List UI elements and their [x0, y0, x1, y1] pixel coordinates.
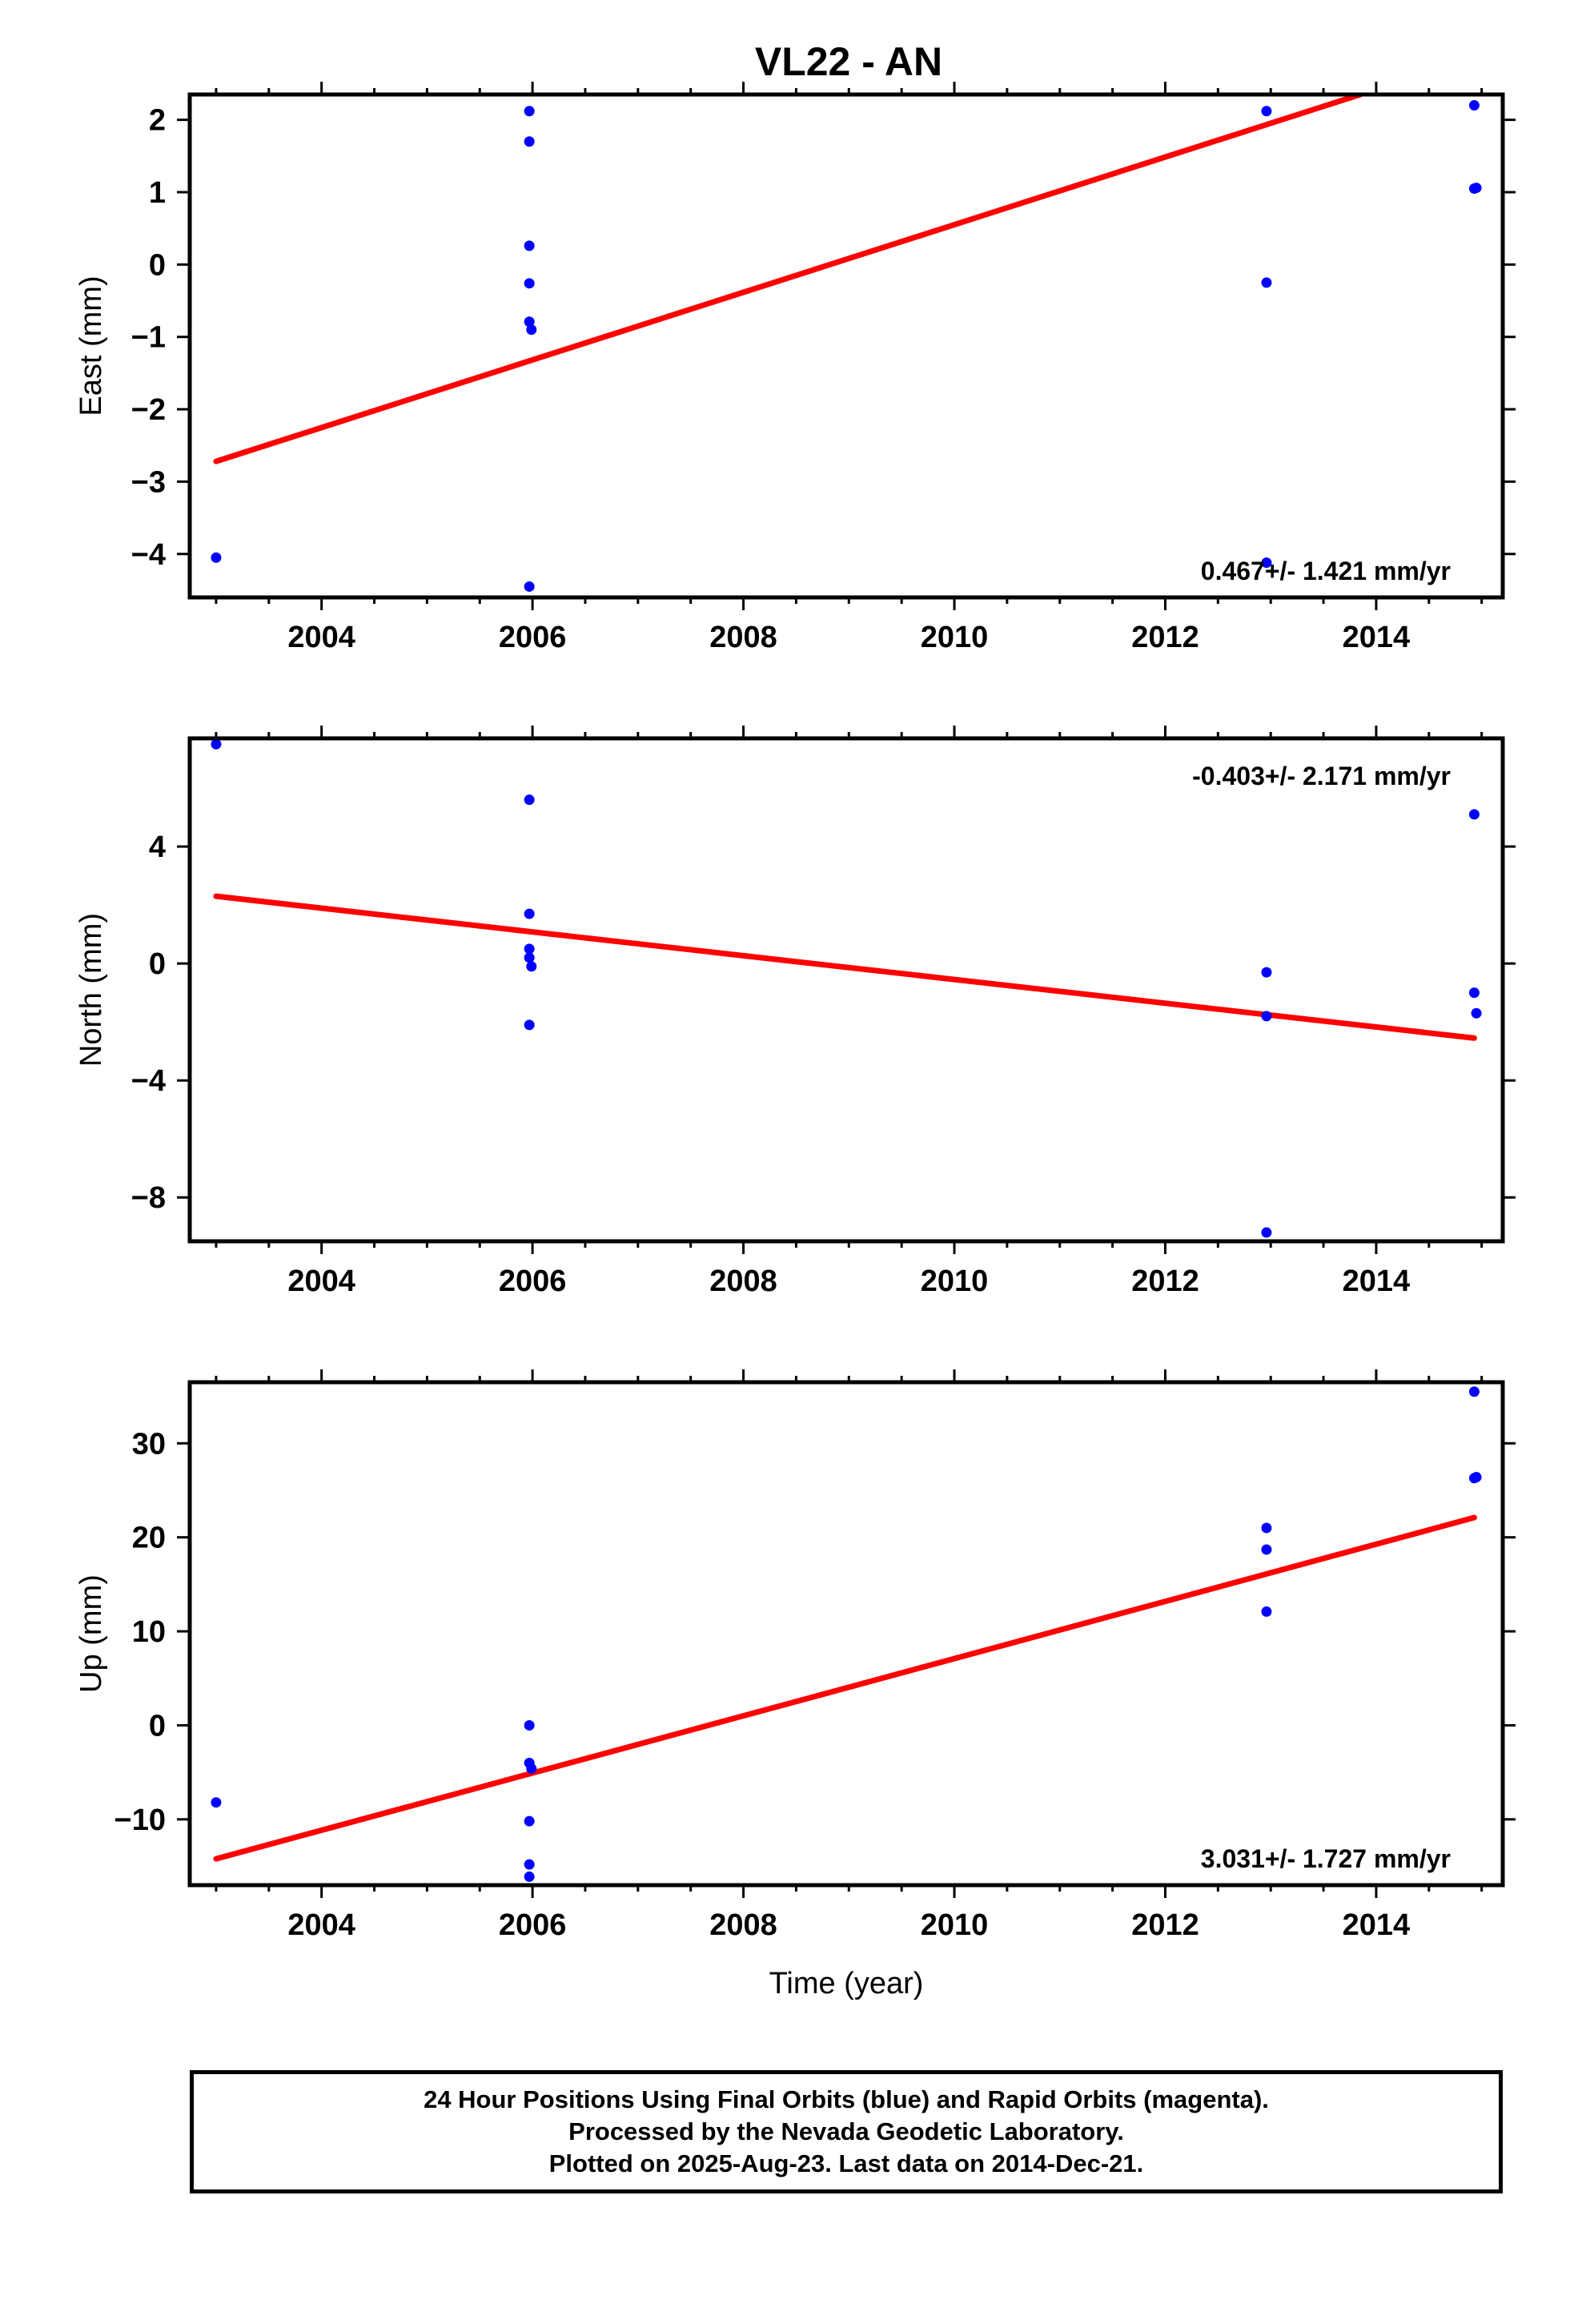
- y-axis-label: Up (mm): [74, 1574, 108, 1693]
- trend-line: [213, 94, 1363, 464]
- x-tick-label: 2014: [1343, 1265, 1411, 1298]
- x-tick-label: 2006: [499, 621, 567, 654]
- y-axis-label: North (mm): [74, 913, 108, 1067]
- data-layer: [211, 94, 1482, 592]
- x-tick-label: 2008: [709, 1265, 777, 1298]
- data-point: [1471, 1007, 1482, 1019]
- data-point: [526, 961, 537, 972]
- x-tick-label: 2004: [287, 1265, 355, 1298]
- y-tick-label: 0: [149, 1709, 166, 1743]
- x-tick-label: 2008: [709, 621, 777, 654]
- data-point: [1261, 557, 1272, 569]
- trend-line: [213, 1514, 1477, 1862]
- data-point: [1468, 1386, 1480, 1397]
- x-tick-label: 2012: [1131, 621, 1199, 654]
- rate-label: 3.031+/- 1.727 mm/yr: [1201, 1844, 1451, 1873]
- data-point: [211, 1797, 222, 1808]
- x-tick-label: 2006: [499, 1908, 567, 1942]
- caption-line-3: Plotted on 2025-Aug-23. Last data on 201…: [548, 2149, 1144, 2177]
- rate-label: -0.403+/- 2.171 mm/yr: [1192, 762, 1451, 790]
- y-tick-label: 2: [149, 104, 166, 138]
- y-tick-label: −8: [131, 1181, 166, 1215]
- y-tick-label: −10: [114, 1803, 166, 1837]
- y-tick-label: 30: [132, 1427, 166, 1461]
- data-point: [526, 324, 537, 336]
- data-point: [524, 278, 535, 289]
- y-tick-label: 20: [132, 1522, 166, 1555]
- data-point: [1468, 100, 1480, 111]
- data-point: [1261, 1544, 1272, 1555]
- data-point: [524, 106, 535, 117]
- x-tick-label: 2008: [709, 1908, 777, 1942]
- x-axis-label: Time (year): [769, 1967, 924, 2000]
- plot-frame: [187, 736, 1505, 1244]
- y-tick-label: −4: [131, 538, 166, 572]
- x-tick-label: 2010: [921, 1908, 989, 1942]
- panels: 2004 2006 2008 2010 2012 2014−4−3−2−1012East …: [74, 82, 1516, 1942]
- data-point: [1261, 1227, 1272, 1238]
- data-point: [524, 316, 535, 328]
- data-point: [524, 1859, 535, 1870]
- data-point: [211, 738, 222, 750]
- x-tick-label: 2004: [287, 621, 355, 654]
- data-point: [524, 240, 535, 251]
- panel-1: 2004 2006 2008 2010 2012 2014 −4 −3 −2 −1 0 1 2 East …: [74, 82, 1516, 654]
- data-point: [524, 1719, 535, 1731]
- data-point: [524, 943, 535, 955]
- x-tick-label: 2014: [1343, 1908, 1411, 1942]
- x-tick-label: 2012: [1131, 1908, 1199, 1942]
- trend-line: [213, 893, 1477, 1041]
- x-tick-label: 2014: [1343, 621, 1411, 654]
- y-tick-label: 0: [149, 248, 166, 282]
- data-point: [524, 1871, 535, 1882]
- y-tick-label: 1: [149, 176, 166, 210]
- data-point: [524, 794, 535, 806]
- data-point: [524, 581, 535, 592]
- y-tick-label: −1: [131, 321, 166, 355]
- data-point: [1468, 809, 1480, 820]
- caption-line-2: Processed by the Nevada Geodetic Laborat…: [568, 2117, 1124, 2145]
- y-tick-label: −2: [131, 393, 166, 427]
- x-tick-label: 2004: [287, 1908, 355, 1942]
- rate-label: 0.467+/- 1.421 mm/yr: [1201, 557, 1451, 585]
- data-point: [1468, 987, 1480, 999]
- data-point: [526, 1763, 537, 1774]
- data-point: [524, 952, 535, 963]
- plot-frame: [187, 92, 1505, 600]
- y-tick-label: 10: [132, 1615, 166, 1649]
- data-point: [1261, 1522, 1272, 1534]
- plot-frame: [187, 1380, 1505, 1888]
- data-point: [1261, 1011, 1272, 1022]
- data-layer: [211, 1386, 1482, 1882]
- data-point: [1261, 967, 1272, 978]
- x-tick-label: 2006: [499, 1265, 567, 1298]
- x-tick-label: 2012: [1131, 1265, 1199, 1298]
- data-point: [1261, 106, 1272, 117]
- data-point: [524, 1815, 535, 1827]
- caption-line-1: 24 Hour Positions Using Final Orbits (bl…: [424, 2085, 1269, 2113]
- data-point: [1471, 183, 1482, 194]
- panel-3: 2004 2006 2008 2010 2012 2014 −10 0 10 20 30 Up (mm…: [74, 1369, 1516, 1942]
- y-tick-label: 4: [149, 830, 166, 864]
- x-tick-label: 2010: [921, 621, 989, 654]
- panel-2: 2004 2006 2008 2010 2012 2014 −8 −4 0 4 North (mm)…: [74, 726, 1516, 1298]
- data-point: [211, 552, 222, 563]
- data-point: [1471, 1472, 1482, 1483]
- data-point: [524, 908, 535, 919]
- data-point: [524, 1019, 535, 1031]
- data-point: [1261, 1606, 1272, 1617]
- y-tick-label: −3: [131, 465, 166, 499]
- data-point: [1261, 277, 1272, 288]
- figure-title: VL22 - AN: [755, 39, 942, 84]
- caption-box: 24 Hour Positions Using Final Orbits (bl…: [190, 2070, 1503, 2193]
- data-layer: [211, 738, 1482, 1238]
- y-axis-label: East (mm): [74, 275, 108, 416]
- x-tick-label: 2010: [921, 1265, 989, 1298]
- y-tick-label: 0: [149, 947, 166, 981]
- y-tick-label: −4: [131, 1064, 166, 1098]
- data-point: [524, 136, 535, 147]
